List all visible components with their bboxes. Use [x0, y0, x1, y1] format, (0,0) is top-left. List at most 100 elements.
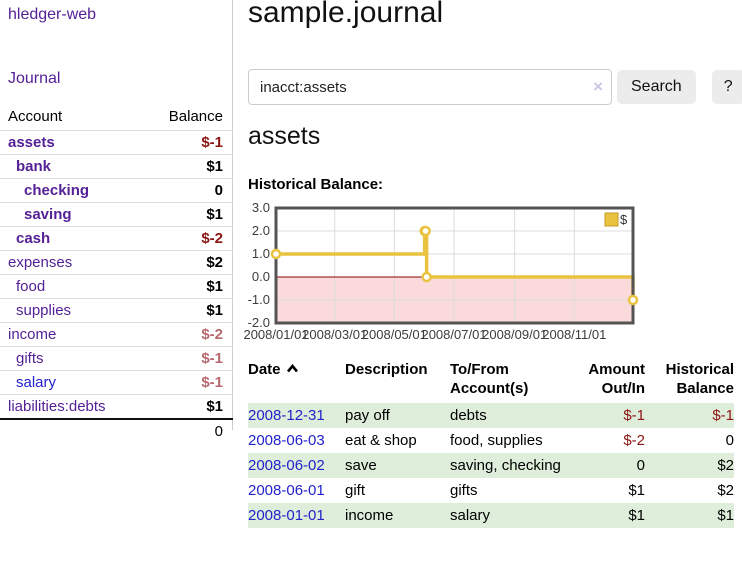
clear-search-icon[interactable]: ×: [593, 77, 603, 96]
page-title: sample.journal: [248, 0, 444, 29]
txn-date-cell: 2008-06-01: [248, 478, 345, 503]
txn-description-cell: gift: [345, 482, 366, 499]
transaction-date-link[interactable]: 2008-06-01: [248, 482, 325, 499]
svg-text:2.0: 2.0: [252, 223, 270, 238]
account-heading: assets: [248, 122, 321, 150]
main-content: sample.journal × Search ? assets Histori…: [243, 0, 742, 582]
account-balance: $-1: [201, 374, 223, 391]
svg-text:-2.0: -2.0: [248, 315, 270, 330]
account-balance: $1: [206, 206, 223, 223]
sort-ascending-icon: [286, 363, 298, 373]
transaction-row: 2008-06-02 save saving, checking 0 $2: [248, 453, 734, 478]
txn-date-cell: 2008-06-02: [248, 453, 345, 478]
transaction-row: 2008-06-03 eat & shop food, supplies $-2 0: [248, 428, 734, 453]
txn-hbal-cell: 0: [725, 432, 734, 449]
transaction-date-link[interactable]: 2008-06-03: [248, 432, 325, 449]
txn-hbal-cell: $2: [717, 457, 734, 474]
svg-text:$: $: [620, 212, 628, 227]
txn-date-cell: 2008-01-01: [248, 503, 345, 528]
account-link[interactable]: cash: [16, 230, 51, 247]
register-col-date[interactable]: Date: [248, 360, 345, 403]
search-form: × Search ?: [248, 68, 742, 106]
search-input-wrap: ×: [248, 69, 612, 105]
register-header-row: Date Description To/From Account(s) Amou…: [248, 360, 734, 403]
account-link[interactable]: saving: [24, 206, 72, 223]
txn-accounts-cell: debts: [450, 407, 487, 424]
txn-accounts-cell: food, supplies: [450, 432, 543, 449]
transaction-date-link[interactable]: 2008-06-02: [248, 457, 325, 474]
account-link[interactable]: food: [16, 278, 46, 295]
account-link[interactable]: bank: [16, 158, 52, 175]
account-row: expenses $2: [0, 250, 233, 275]
help-button[interactable]: ?: [711, 70, 742, 104]
account-link[interactable]: expenses: [8, 254, 73, 271]
accounts-col-balance: Balance: [168, 108, 223, 125]
transaction-date-link[interactable]: 2008-01-01: [248, 507, 325, 524]
historical-balance-chart: $3.0 2.0 1.0 0.0 -1.0 -2.0 2008/01/01 2008/03/0…: [243, 198, 648, 343]
txn-description-cell: eat & shop: [345, 432, 417, 449]
search-button[interactable]: Search: [617, 70, 696, 104]
search-input[interactable]: [248, 69, 612, 105]
account-link[interactable]: liabilities:debts: [8, 398, 106, 415]
account-link[interactable]: salary: [16, 374, 57, 391]
account-balance: $1: [206, 302, 223, 319]
txn-amt-cell: $1: [628, 482, 645, 499]
account-link[interactable]: supplies: [16, 302, 72, 319]
sidebar: hledger-web Journal Account Balance asse…: [0, 0, 233, 440]
svg-text:2008/01/01: 2008/01/01: [243, 327, 308, 342]
account-link[interactable]: income: [8, 326, 57, 343]
chart-title: Historical Balance:: [248, 176, 384, 193]
svg-text:2008/11/01: 2008/11/01: [542, 327, 606, 342]
transaction-row: 2008-01-01 income salary $1 $1: [248, 503, 734, 528]
account-row: saving $1: [0, 202, 233, 227]
account-row: food $1: [0, 274, 233, 299]
accounts-total: 0: [214, 423, 223, 440]
transaction-row: 2008-12-31 pay off debts $-1 $-1: [248, 403, 734, 428]
account-row: bank $1: [0, 154, 233, 179]
account-balance: $-1: [201, 350, 223, 367]
svg-text:3.0: 3.0: [252, 200, 270, 215]
txn-hbal-cell: $1: [717, 507, 734, 524]
register-col-balance: Historical Balance: [665, 361, 734, 397]
register-table: Date Description To/From Account(s) Amou…: [248, 360, 734, 528]
account-balance: 0: [214, 182, 223, 199]
txn-amt-cell: 0: [636, 457, 645, 474]
account-link[interactable]: assets: [8, 134, 55, 151]
account-row: cash $-2: [0, 226, 233, 251]
account-link[interactable]: checking: [24, 182, 90, 199]
svg-text:-1.0: -1.0: [248, 292, 270, 307]
account-row: income $-2: [0, 322, 233, 347]
account-row: checking 0: [0, 178, 233, 203]
txn-accounts-cell: salary: [450, 507, 491, 524]
register-col-amount: Amount Out/In: [588, 361, 645, 397]
svg-text:1.0: 1.0: [252, 246, 270, 261]
account-row: supplies $1: [0, 298, 233, 323]
txn-amt-cell: $-2: [623, 432, 645, 449]
txn-description-cell: pay off: [345, 407, 390, 424]
sidebar-item-journal[interactable]: Journal: [8, 70, 61, 87]
accounts-col-account: Account: [8, 108, 63, 125]
txn-hbal-cell: $2: [717, 482, 734, 499]
accounts-header-row: Account Balance: [0, 104, 233, 131]
register-col-accounts: To/From Account(s): [450, 361, 529, 397]
account-balance: $-1: [201, 134, 223, 151]
accounts-total-row: 0: [0, 419, 233, 443]
txn-date-cell: 2008-06-03: [248, 428, 345, 453]
register-col-description: Description: [345, 361, 428, 378]
account-row: assets $-1: [0, 130, 233, 155]
account-balance: $-2: [201, 230, 223, 247]
svg-text:2008/09/01: 2008/09/01: [482, 327, 547, 342]
account-balance: $1: [206, 278, 223, 295]
transaction-date-link[interactable]: 2008-12-31: [248, 407, 325, 424]
account-balance: $-2: [201, 326, 223, 343]
txn-accounts-cell: saving, checking: [450, 457, 561, 474]
account-link[interactable]: gifts: [16, 350, 44, 367]
txn-accounts-cell: gifts: [450, 482, 478, 499]
brand-link[interactable]: hledger-web: [8, 6, 97, 23]
transaction-row: 2008-06-01 gift gifts $1 $2: [248, 478, 734, 503]
register-col-date-label: Date: [248, 361, 281, 378]
accounts-table: Account Balance assets $-1 bank $1 checking 0…: [0, 104, 233, 443]
account-row: gifts $-1: [0, 346, 233, 371]
svg-text:0.0: 0.0: [252, 269, 270, 284]
txn-description-cell: income: [345, 507, 394, 524]
